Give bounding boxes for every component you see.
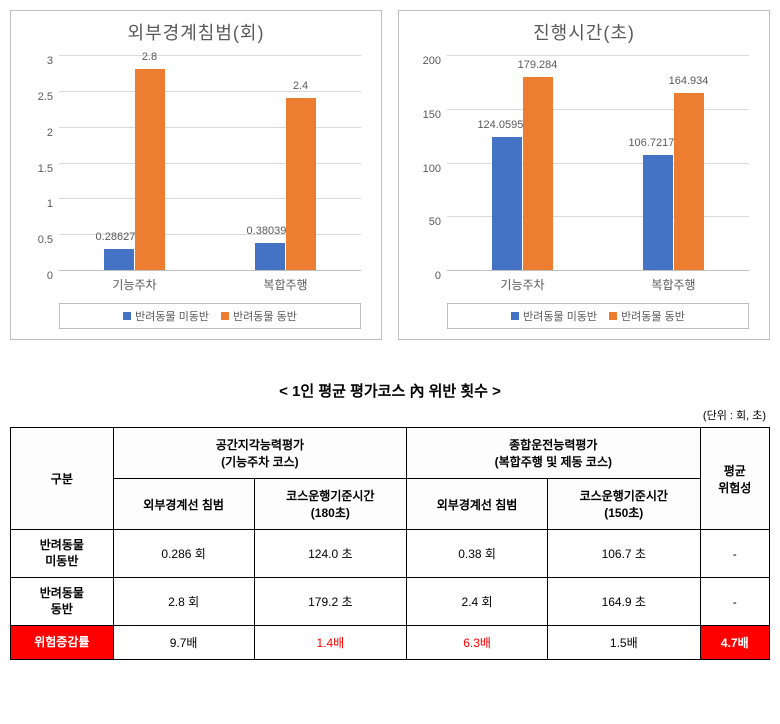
table-cell: 124.0 초 [254,530,407,578]
bar: 124.059567 [492,137,522,270]
row-label: 반려동물동반 [11,578,114,626]
chart2-x-labels: 기능주차 복합주행 [447,276,749,293]
legend-swatch [221,312,229,320]
table-row: 위험증감률9.7배1.4배6.3배1.5배4.7배 [11,626,770,660]
legend-item: 반려동물 미동반 [123,308,209,324]
x-label: 기능주차 [112,276,156,293]
x-label: 복합주행 [651,276,695,293]
table-unit: (단위 : 회, 초) [10,407,770,423]
bar: 0.380392 [255,243,285,270]
violations-table: 구분 공간지각능력평가(기능주차 코스) 종합운전능력평가(복합주행 및 제동 … [10,427,770,660]
legend-swatch [609,312,617,320]
table-cell: 0.38 회 [407,530,548,578]
table-cell: - [700,578,769,626]
bar-value-label: 179.284 [518,59,558,71]
bar: 2.8 [135,69,165,270]
legend-label: 반려동물 동반 [233,308,297,324]
table-cell: 179.2 초 [254,578,407,626]
col-gubun: 구분 [11,428,114,530]
chart1-legend: 반려동물 미동반 반려동물 동반 [59,303,361,329]
x-label: 복합주행 [263,276,307,293]
table-row: 반려동물미동반0.286 회124.0 초0.38 회106.7 초- [11,530,770,578]
table-cell: 1.4배 [254,626,407,660]
col-avg-risk: 평균위험성 [700,428,769,530]
subcol: 코스운행기준시간(180초) [254,479,407,530]
legend-item: 반려동물 동반 [609,308,685,324]
table-title: < 1인 평균 평가코스 內 위반 횟수 > [10,380,770,401]
table-cell: 4.7배 [700,626,769,660]
legend-label: 반려동물 미동반 [135,308,209,324]
table-cell: 9.7배 [113,626,254,660]
bar: 2.4 [286,98,316,270]
row-label: 반려동물미동반 [11,530,114,578]
subcol: 코스운행기준시간(150초) [548,479,701,530]
chart-boundary-violations: 외부경계침범(회) 00.511.522.530.2862742.80.3803… [10,10,382,340]
chart1-plot: 00.511.522.530.2862742.80.3803922.4 [59,55,361,270]
chart1-x-labels: 기능주차 복합주행 [59,276,361,293]
legend-label: 반려동물 동반 [621,308,685,324]
subcol: 외부경계선 침범 [113,479,254,530]
table-body: 반려동물미동반0.286 회124.0 초0.38 회106.7 초-반려동물동… [11,530,770,660]
bar-value-label: 2.8 [142,51,157,63]
table-cell: - [700,530,769,578]
chart-duration: 진행시간(초) 050100150200124.059567179.284106… [398,10,770,340]
col-group2: 종합운전능력평가(복합주행 및 제동 코스) [407,428,700,479]
chart1-title: 외부경계침범(회) [23,19,369,45]
table-cell: 0.286 회 [113,530,254,578]
legend-item: 반려동물 미동반 [511,308,597,324]
table-cell: 1.5배 [548,626,701,660]
x-label: 기능주차 [500,276,544,293]
bar-value-label: 164.934 [669,75,709,87]
legend-item: 반려동물 동반 [221,308,297,324]
table-cell: 106.7 초 [548,530,701,578]
legend-label: 반려동물 미동반 [523,308,597,324]
table-row: 반려동물동반2.8 회179.2 초2.4 회164.9 초- [11,578,770,626]
chart2-legend: 반려동물 미동반 반려동물 동반 [447,303,749,329]
violations-table-section: < 1인 평균 평가코스 內 위반 횟수 > (단위 : 회, 초) 구분 공간… [10,380,770,660]
table-cell: 2.8 회 [113,578,254,626]
table-cell: 2.4 회 [407,578,548,626]
bar-value-label: 2.4 [293,80,308,92]
subcol: 외부경계선 침범 [407,479,548,530]
bar: 164.934 [674,93,704,270]
chart2-plot: 050100150200124.059567179.284106.7217161… [447,55,749,270]
bar: 106.721716 [643,155,673,270]
bar: 179.284 [523,77,553,270]
legend-swatch [511,312,519,320]
row-label: 위험증감률 [11,626,114,660]
legend-swatch [123,312,131,320]
col-group1: 공간지각능력평가(기능주차 코스) [113,428,406,479]
table-cell: 6.3배 [407,626,548,660]
bar: 0.286274 [104,249,134,270]
chart2-title: 진행시간(초) [411,19,757,45]
table-cell: 164.9 초 [548,578,701,626]
